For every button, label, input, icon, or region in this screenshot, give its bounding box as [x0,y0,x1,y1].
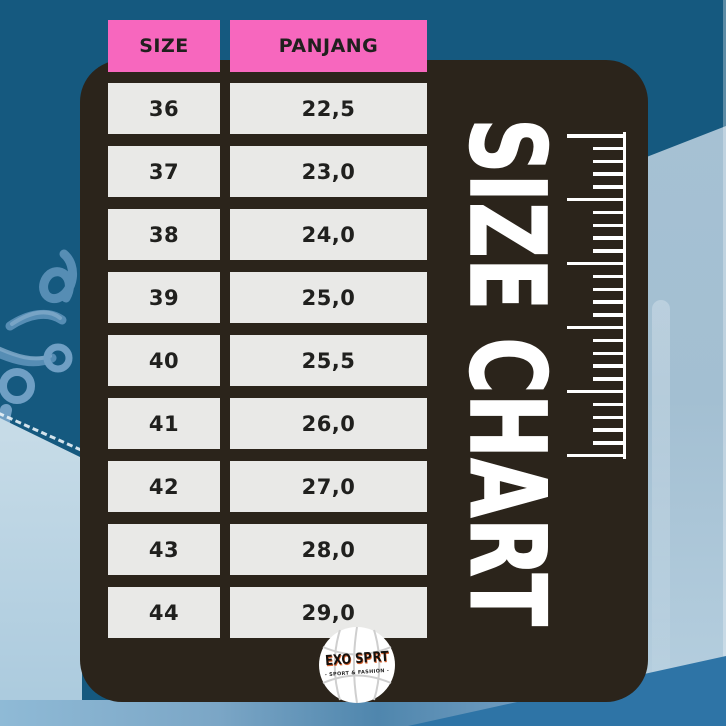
ruler-tick [593,210,623,215]
size-table: SIZE PANJANG 36 22,5 37 23,0 38 24,0 39 25,0 40 2… [108,20,427,638]
shoe-body-right [644,126,726,726]
basketball-icon [319,627,395,703]
ruler-tick [593,313,623,317]
ruler-tick [567,325,623,330]
ruler-tick [593,377,623,381]
size-value: 42 [108,461,220,512]
panjang-value: 25,0 [230,272,427,323]
size-value: 44 [108,587,220,638]
table-row: 36 22,5 [108,83,427,134]
floor-strip [0,700,726,726]
ruler-tick [593,402,623,407]
table-row: 39 25,0 [108,272,427,323]
table-row: 38 24,0 [108,209,427,260]
size-value: 36 [108,83,220,134]
panjang-value: 29,0 [230,587,427,638]
column-header-panjang: PANJANG [230,20,427,72]
ruler-tick [567,197,623,202]
ruler-tick [593,300,623,304]
table-body: 36 22,5 37 23,0 38 24,0 39 25,0 40 25,5 41 26,0 42 27… [108,83,427,638]
ruler-tick [593,415,623,420]
table-row: 40 25,5 [108,335,427,386]
size-value: 43 [108,524,220,575]
table-row: 37 23,0 [108,146,427,197]
panjang-value: 24,0 [230,209,427,260]
table-row: 41 26,0 [108,398,427,449]
ruler-tick [567,389,623,394]
ruler-tick [567,453,623,458]
table-row: 42 27,0 [108,461,427,512]
ruler-tick [593,236,623,240]
ruler-tick [593,223,623,228]
logo-text-left: EXO SP [324,649,373,670]
panjang-value: 25,5 [230,335,427,386]
ruler-tick [593,274,623,279]
ruler-tick [593,287,623,292]
ruler-tick [593,172,623,176]
logo-text-right: RT [372,648,390,666]
panjang-value: 22,5 [230,83,427,134]
size-value: 37 [108,146,220,197]
size-value: 40 [108,335,220,386]
ruler-tick [593,159,623,164]
ruler-graphic [566,132,626,464]
shoe-body-left [0,418,82,726]
page-title: SIZE CHART [445,117,568,626]
ruler-tick [593,364,623,368]
shoe-highlight [652,300,670,680]
ruler-tick [593,441,623,445]
ruler-tick [593,249,623,253]
shoe-laces-decoration [0,249,77,460]
table-header: SIZE PANJANG [108,20,427,72]
panjang-value: 27,0 [230,461,427,512]
ruler-ticks [567,134,623,458]
ruler-tick [593,338,623,343]
column-header-size: SIZE [108,20,220,72]
table-row: 44 29,0 [108,587,427,638]
panjang-value: 23,0 [230,146,427,197]
ruler-tick [567,134,623,138]
ruler-tick [593,146,623,151]
ruler-tick [593,185,623,189]
panjang-value: 28,0 [230,524,427,575]
table-row: 43 28,0 [108,524,427,575]
size-value: 39 [108,272,220,323]
shoe-stitching [0,411,91,456]
size-value: 41 [108,398,220,449]
ruler-tick [593,428,623,432]
panjang-value: 26,0 [230,398,427,449]
ruler-tick [567,261,623,266]
ruler-tick [593,351,623,356]
ruler-baseline [622,132,626,459]
size-value: 38 [108,209,220,260]
brand-logo: EXO SP RT - SPORT & FASHION - [319,627,395,703]
